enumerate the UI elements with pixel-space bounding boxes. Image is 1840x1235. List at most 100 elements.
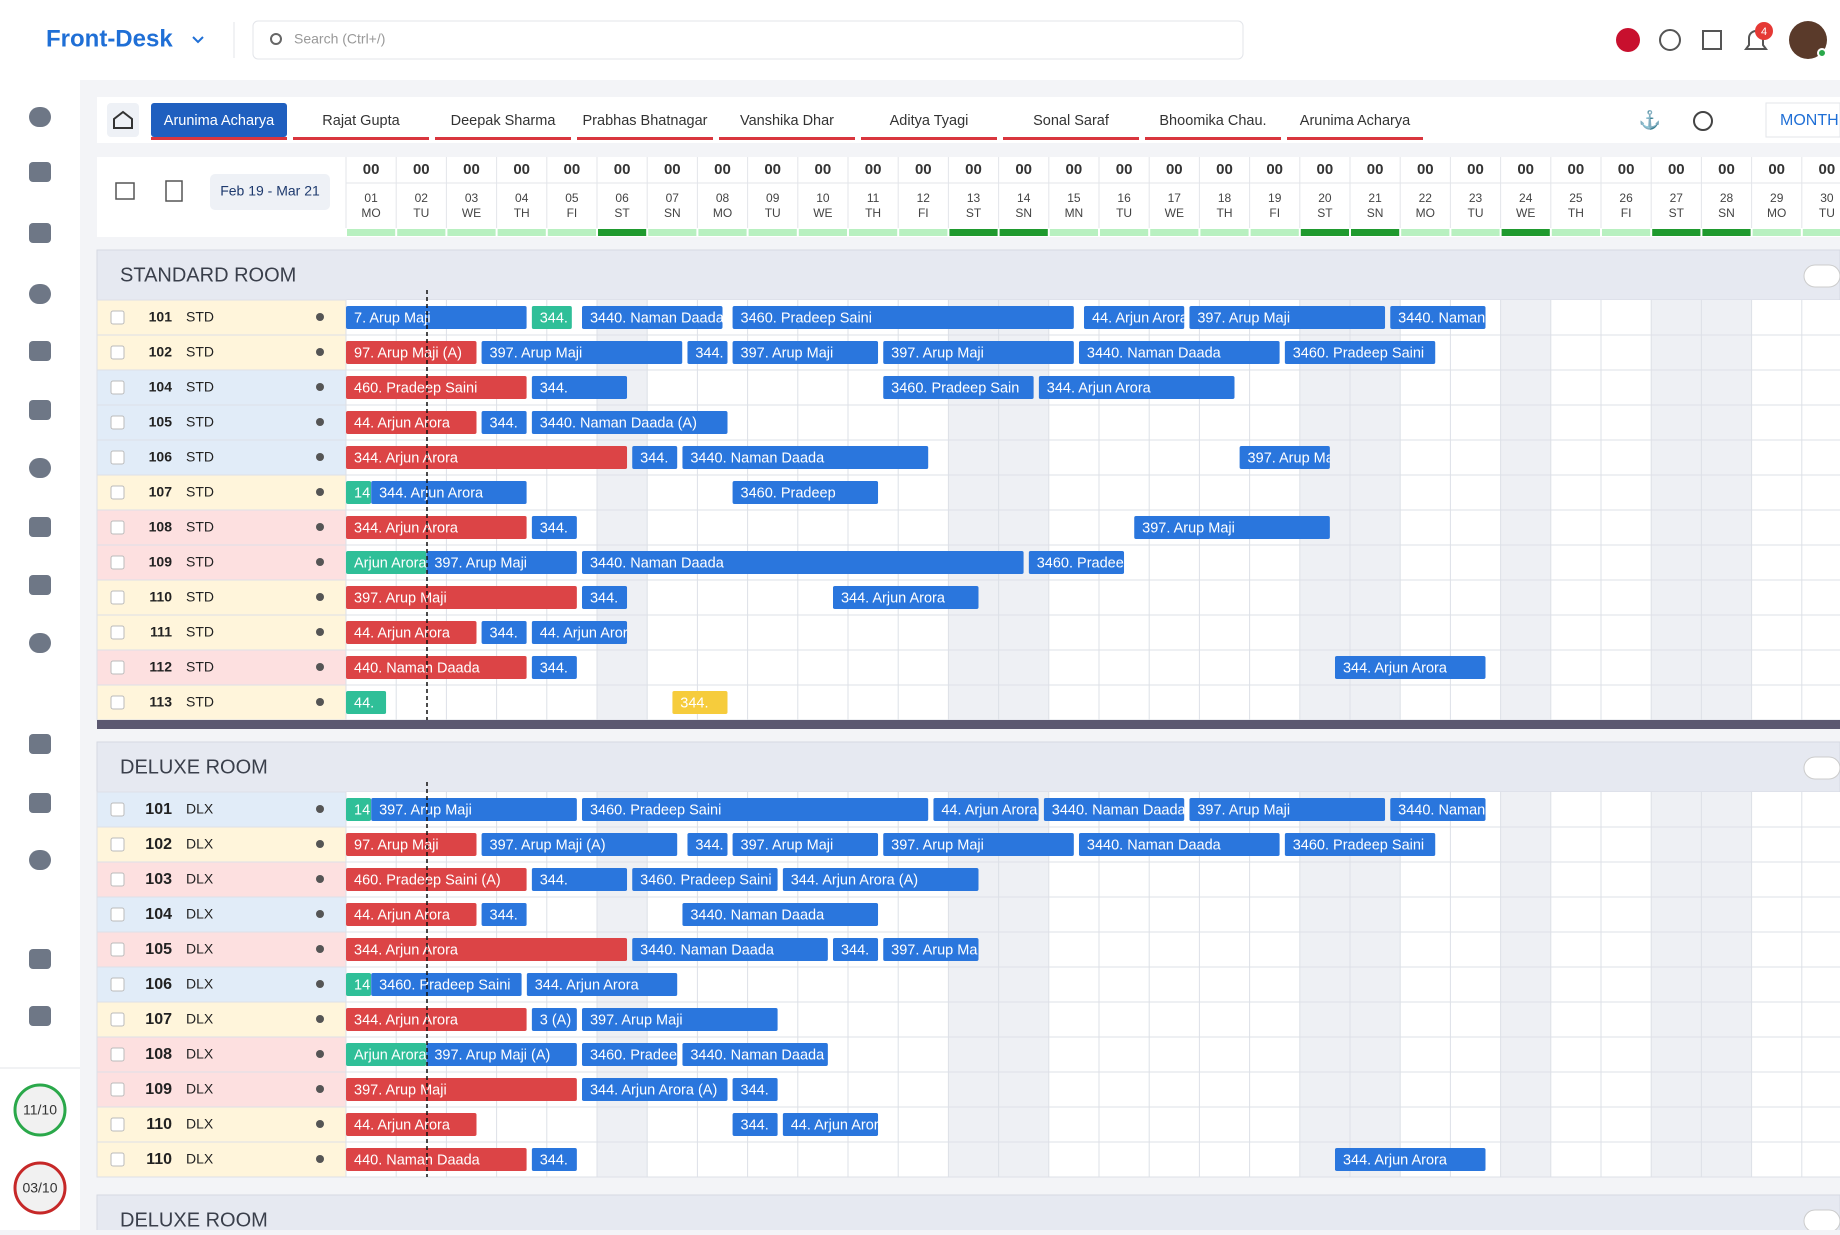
brand-caret[interactable] (192, 36, 204, 44)
booking-bar[interactable] (1038, 376, 1235, 399)
row-checkbox[interactable] (110, 977, 125, 992)
booking-label[interactable]: Arjun Arora (354, 1047, 427, 1063)
booking[interactable]: 344. Arjun Arora (346, 446, 628, 469)
booking[interactable]: 344. Arjun Arora (371, 481, 527, 504)
info-icon[interactable] (316, 1120, 324, 1128)
booking-label[interactable]: 397. Arup Maji (590, 1012, 683, 1028)
booking-label[interactable]: 397. Arup Maji (891, 837, 984, 853)
booking-bar[interactable] (346, 938, 628, 961)
booking-bar[interactable] (682, 446, 929, 469)
booking-label[interactable]: 344. Arjun Arora (354, 520, 459, 536)
booking-bar[interactable] (346, 516, 527, 539)
booking-label[interactable]: 344. (695, 345, 723, 361)
booking-bar[interactable] (1284, 341, 1436, 364)
booking-label[interactable]: 44. Arjun Arora (941, 802, 1038, 818)
booking[interactable]: 97. Arup Maji (346, 833, 477, 856)
booking-bar[interactable] (1043, 798, 1185, 821)
booking-bar[interactable] (581, 551, 1024, 574)
booking[interactable]: 397. Arup Maji (732, 833, 879, 856)
booking-label[interactable]: 344. (741, 1117, 769, 1133)
booking[interactable]: 397. Arup Maji (426, 551, 577, 574)
booking[interactable]: 3440. Naman Daada (581, 551, 1024, 574)
booking-label[interactable]: 397. Arup Maji (490, 345, 583, 361)
nav-icon[interactable] (29, 341, 51, 361)
booking-bar[interactable] (346, 798, 372, 821)
booking-bar[interactable] (732, 1078, 778, 1101)
booking-label[interactable]: 3440. Naman Daada (590, 555, 725, 571)
booking-bar[interactable] (1028, 551, 1125, 574)
booking-bar[interactable] (732, 833, 879, 856)
booking-bar[interactable] (581, 586, 628, 609)
booking-label[interactable]: 344. Arjun Arora (A) (791, 872, 918, 888)
booking[interactable]: 344. (531, 1148, 577, 1171)
booking-bar[interactable] (883, 833, 1074, 856)
booking[interactable]: 3440. Naman Daada (1043, 798, 1187, 821)
booking-label[interactable]: 3440. Naman Daada (690, 1047, 825, 1063)
booking-label[interactable]: 397. Arup Maji (741, 837, 834, 853)
booking-label[interactable]: 97. Arup Maji (354, 837, 439, 853)
booking-label[interactable]: 3460. Pradeep Saini (640, 872, 771, 888)
booking[interactable]: 3460. Pradee (581, 1043, 678, 1066)
booking-label[interactable]: 440. Naman Daada (354, 660, 481, 676)
booking-bar[interactable] (531, 656, 577, 679)
booking-bar[interactable] (346, 1043, 427, 1066)
booking[interactable]: 44. Arjun Arora (346, 411, 477, 434)
info-icon[interactable] (316, 1015, 324, 1023)
booking-label[interactable]: 344. (640, 450, 668, 466)
booking[interactable]: 397. Arup Maji (481, 341, 683, 364)
booking[interactable]: 14. (346, 973, 374, 996)
booking-label[interactable]: 344. (490, 415, 518, 431)
booking-label[interactable]: 14. (354, 802, 374, 818)
view-button[interactable] (1765, 102, 1840, 138)
section-action[interactable] (1803, 264, 1840, 288)
booking[interactable]: 344. (481, 903, 527, 926)
flag-icon[interactable] (1616, 28, 1640, 52)
nav-icon[interactable] (29, 162, 51, 182)
booking[interactable]: Arjun Arora (346, 551, 427, 574)
booking-label[interactable]: 397. Arup Maji (354, 1082, 447, 1098)
avatar[interactable] (1789, 21, 1827, 59)
booking[interactable]: 397. Arup Maji (1189, 798, 1386, 821)
nav-icon[interactable] (29, 458, 51, 478)
booking[interactable]: 344. Arjun Arora (1038, 376, 1235, 399)
booking-bar[interactable] (346, 973, 372, 996)
booking[interactable]: 344. (531, 868, 628, 891)
booking-label[interactable]: 3440. Naman Daada (1087, 837, 1222, 853)
booking-bar[interactable] (1334, 1148, 1486, 1171)
row-checkbox[interactable] (110, 1117, 125, 1132)
booking[interactable]: 3440. Naman Daada (A) (531, 411, 728, 434)
booking-bar[interactable] (531, 621, 628, 644)
booking-bar[interactable] (371, 973, 522, 996)
tab-label[interactable]: Vanshika Dhar (740, 113, 834, 129)
booking-bar[interactable] (426, 1043, 577, 1066)
booking[interactable]: 344. (481, 621, 527, 644)
booking-bar[interactable] (371, 481, 527, 504)
booking-label[interactable]: 397. Arup Maji (741, 345, 834, 361)
apps-icon[interactable] (1702, 30, 1722, 50)
booking-label[interactable]: 344. Arjun Arora (354, 1012, 459, 1028)
booking[interactable]: 344. (531, 376, 628, 399)
booking-bar[interactable] (672, 691, 728, 714)
booking-label[interactable]: 3460. Pradeep (741, 485, 836, 501)
booking-label[interactable]: 344. (741, 1082, 769, 1098)
booking-label[interactable]: 397. Arup Maji (354, 590, 447, 606)
info-icon[interactable] (316, 313, 324, 321)
tab-label[interactable]: Sonal Saraf (1033, 113, 1110, 129)
booking-label[interactable]: 3440. Naman Daada (1052, 802, 1187, 818)
nav-icon[interactable] (29, 633, 51, 653)
booking-label[interactable]: 344. (490, 625, 518, 641)
booking[interactable]: 344. Arjun Arora (1334, 656, 1486, 679)
booking[interactable]: 3460. Pradeep (732, 481, 879, 504)
nav-icon[interactable] (29, 107, 51, 127)
booking[interactable]: 3460. Pradeep Sain (883, 376, 1034, 399)
tab-label[interactable]: Bhoomika Chau. (1159, 113, 1266, 129)
booking[interactable]: 344. (531, 306, 572, 329)
booking-bar[interactable] (581, 306, 723, 329)
booking-label[interactable]: 3440. Naman Daada (640, 942, 775, 958)
booking-bar[interactable] (531, 376, 628, 399)
booking[interactable]: 397. Arup Maji (581, 1008, 778, 1031)
booking[interactable]: 3460. Pradeep Saini (581, 798, 929, 821)
info-icon[interactable] (316, 383, 324, 391)
booking-label[interactable]: 344. (540, 660, 568, 676)
booking-label[interactable]: 344. Arjun Arora (354, 942, 459, 958)
